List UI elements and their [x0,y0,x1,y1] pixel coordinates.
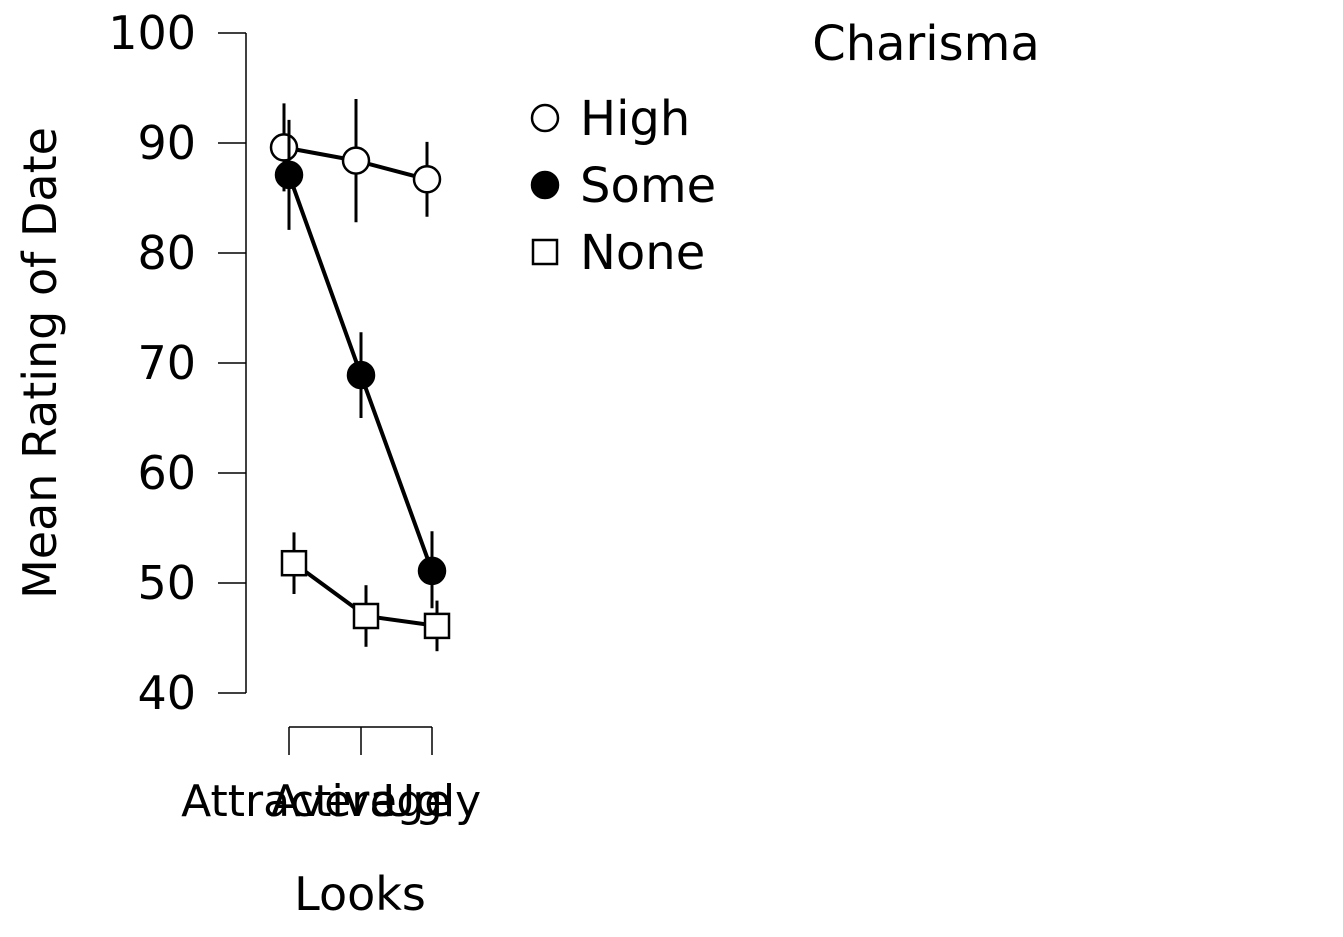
legend-label-none: None [580,225,705,281]
point-none-attractive [280,549,308,577]
series-high [269,99,442,223]
legend: Charisma High Some None [530,16,1040,281]
y-ticks: 40 50 60 70 80 90 100 [108,6,246,720]
legend-marker-some [530,170,560,200]
y-tick-label-40: 40 [137,666,196,720]
point-high-average [341,146,371,175]
point-some-attractive [274,160,304,190]
y-axis-title: Mean Rating of Date [13,127,67,599]
y-tick-label-90: 90 [137,116,196,170]
x-axis-title: Looks [294,867,426,921]
point-none-ugly [423,612,451,640]
series-layer [269,99,451,652]
y-tick-label-80: 80 [137,226,196,280]
point-none-average [352,602,380,630]
x-tick-label-attractive: Attractive [181,776,397,827]
legend-marker-high [530,103,560,133]
point-high-attractive [269,133,299,162]
point-high-ugly [412,165,442,194]
point-some-average [346,360,376,390]
point-some-ugly [417,556,447,586]
y-tick-label-50: 50 [137,556,196,610]
y-tick-label-60: 60 [137,446,196,500]
series-none [280,532,451,652]
series-some [274,119,447,609]
legend-label-some: Some [580,158,716,214]
x-tick-label-ugly: Ugly [383,776,481,827]
legend-title: Charisma [812,16,1040,72]
y-tick-label-100: 100 [108,6,196,60]
x-tick-label-average: Average [271,776,452,827]
y-tick-label-70: 70 [137,336,196,390]
legend-marker-none [531,238,559,266]
legend-label-high: High [580,91,690,147]
